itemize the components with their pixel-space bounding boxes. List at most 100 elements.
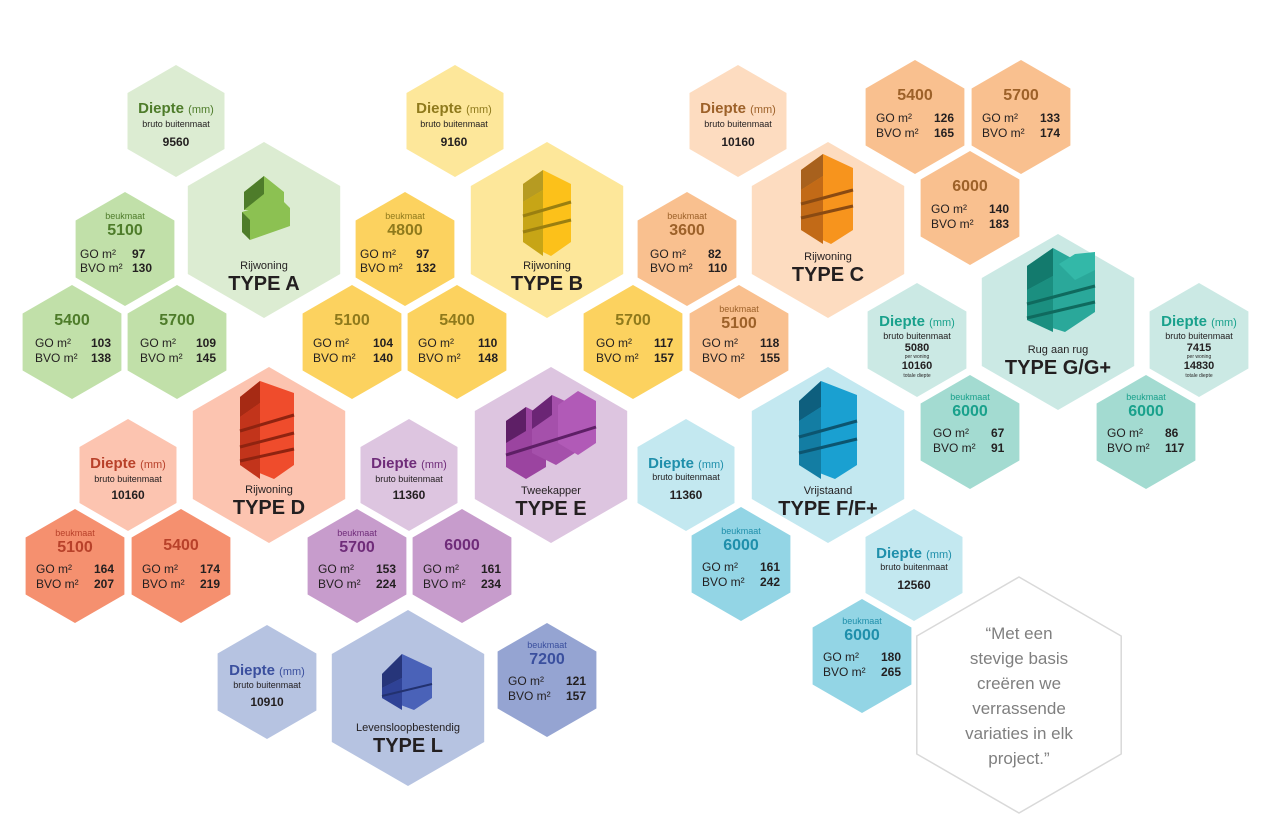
beukmaat-value: 5700 <box>1003 87 1039 104</box>
type-e-main-hex: Tweekapper TYPE E <box>465 357 637 553</box>
go-label: GO m² <box>35 336 71 350</box>
type-f-size-hex-1: beukmaat 6000 GO m² 161 BVO m² 242 <box>692 508 790 620</box>
beukmaat-value: 5400 <box>439 312 475 329</box>
gross-label: bruto buitenmaat <box>94 474 162 484</box>
go-label: GO m² <box>876 111 912 125</box>
bvo-label: BVO m² <box>142 577 185 591</box>
bvo-label: BVO m² <box>35 351 78 365</box>
type-c-kind: Rijwoning <box>804 251 852 263</box>
go-value: 109 <box>196 336 217 350</box>
beukmaat-label: beukmaat <box>105 211 145 221</box>
hexagon-tile <box>691 507 791 621</box>
yellow-house-icon <box>461 166 633 260</box>
hexagon-tile <box>127 65 225 177</box>
beukmaat-label: beukmaat <box>337 528 377 538</box>
depth-unit: (mm) <box>750 104 776 116</box>
beukmaat-value: 6000 <box>723 537 759 554</box>
beukmaat-value: 6000 <box>952 178 988 195</box>
go-value: 86 <box>1165 426 1179 440</box>
depth-label: Diepte <box>1161 313 1207 330</box>
go-label: GO m² <box>418 336 454 350</box>
type-d-size-hex-2: 5400 GO m² 174 BVO m² 219 <box>132 510 230 622</box>
bvo-value: 155 <box>760 351 781 365</box>
blue-house-icon <box>742 375 914 481</box>
per-woning-label: per woning <box>1186 354 1212 360</box>
go-value: 97 <box>416 247 430 261</box>
beukmaat-label: beukmaat <box>55 528 95 538</box>
type-a-main-hex: Rijwoning TYPE A <box>178 132 350 328</box>
type-a-name: TYPE A <box>228 273 300 295</box>
beukmaat-value: 7200 <box>529 651 565 668</box>
hexagon-tile <box>127 285 227 399</box>
go-value: 97 <box>132 247 146 261</box>
g-depth-per-unit: 5080 <box>904 342 930 354</box>
quote-hexagon-outline <box>916 576 1122 814</box>
navy-house-icon <box>322 640 494 714</box>
type-c-depth-hex: Diepte (mm) bruto buitenmaat 10160 <box>690 66 786 176</box>
depth-unit: (mm) <box>188 104 214 116</box>
go-label: GO m² <box>140 336 176 350</box>
type-d-kind: Rijwoning <box>245 484 293 496</box>
go-value: 133 <box>1040 111 1061 125</box>
beukmaat-value: 5100 <box>334 312 370 329</box>
hexagon-tile <box>920 151 1020 265</box>
per-woning-label: per woning <box>904 354 930 360</box>
g-plus-depth-per-unit: 7415 <box>1186 342 1212 354</box>
quote-line-2: stevige basis <box>969 649 1069 668</box>
hexagon-tile <box>79 419 177 531</box>
gross-label: bruto buitenmaat <box>420 119 488 129</box>
beukmaat-label: beukmaat <box>950 392 990 402</box>
go-value: 121 <box>566 674 587 688</box>
hexagon-tile <box>689 65 787 177</box>
beukmaat-value: 6000 <box>1128 403 1164 420</box>
go-label: GO m² <box>650 247 686 261</box>
quote-line-1: “Met een <box>985 624 1053 643</box>
beukmaat-value: 4800 <box>387 222 423 239</box>
hexagon-tile <box>307 509 407 623</box>
type-b-name: TYPE B <box>510 273 584 295</box>
green-house-icon <box>178 170 350 260</box>
type-b-size-hex-2: 5100 GO m² 104 BVO m² 140 <box>303 286 401 398</box>
bvo-label: BVO m² <box>318 577 361 591</box>
bvo-value: 219 <box>200 577 221 591</box>
beukmaat-label: beukmaat <box>842 616 882 626</box>
hexagon-tile <box>217 625 317 739</box>
gross-label: bruto buitenmaat <box>1165 331 1233 341</box>
type-f-name: TYPE F/F+ <box>778 498 878 520</box>
hexagon-tile <box>412 509 512 623</box>
go-label: GO m² <box>313 336 349 350</box>
go-value: 67 <box>991 426 1005 440</box>
go-label: GO m² <box>702 336 738 350</box>
go-value: 153 <box>376 562 397 576</box>
bvo-label: BVO m² <box>423 577 466 591</box>
quote-hex: “Met een stevige basis creëren we verras… <box>931 577 1107 813</box>
type-e-size-hex-1: beukmaat 5700 GO m² 153 BVO m² 224 <box>308 510 406 622</box>
quote-line-3: creëren we <box>976 674 1062 693</box>
type-a-size-hex-1: beukmaat 5100 GO m² 97 BVO m² 130 <box>76 193 174 305</box>
go-label: GO m² <box>933 426 969 440</box>
bvo-value: 265 <box>881 665 902 679</box>
go-value: 174 <box>200 562 221 576</box>
bvo-value: 207 <box>94 577 115 591</box>
go-label: GO m² <box>1107 426 1143 440</box>
bvo-value: 234 <box>481 577 502 591</box>
beukmaat-label: beukmaat <box>385 211 425 221</box>
hexagon-tile <box>1149 283 1249 397</box>
type-f-plus-depth-value: 12560 <box>897 578 931 592</box>
type-g-name: TYPE G/G+ <box>1004 357 1112 379</box>
gross-label: bruto buitenmaat <box>704 119 772 129</box>
orange-house-icon <box>742 150 914 248</box>
beukmaat-label: beukmaat <box>527 640 567 650</box>
type-c-name: TYPE C <box>791 264 865 286</box>
depth-unit: (mm) <box>466 104 492 116</box>
type-c-size-hex-4: 5700 GO m² 133 BVO m² 174 <box>972 61 1070 173</box>
hexagon-tile <box>637 419 735 531</box>
depth-unit: (mm) <box>140 459 166 471</box>
type-e-depth-hex: Diepte (mm) bruto buitenmaat 11360 <box>361 420 457 530</box>
type-l-kind: Levensloopbestendig <box>356 722 460 734</box>
type-l-depth-value: 10910 <box>250 695 284 709</box>
beukmaat-label: beukmaat <box>667 211 707 221</box>
go-label: GO m² <box>80 247 116 261</box>
beukmaat-value: 5100 <box>721 315 757 332</box>
hexagon-tile <box>865 60 965 174</box>
